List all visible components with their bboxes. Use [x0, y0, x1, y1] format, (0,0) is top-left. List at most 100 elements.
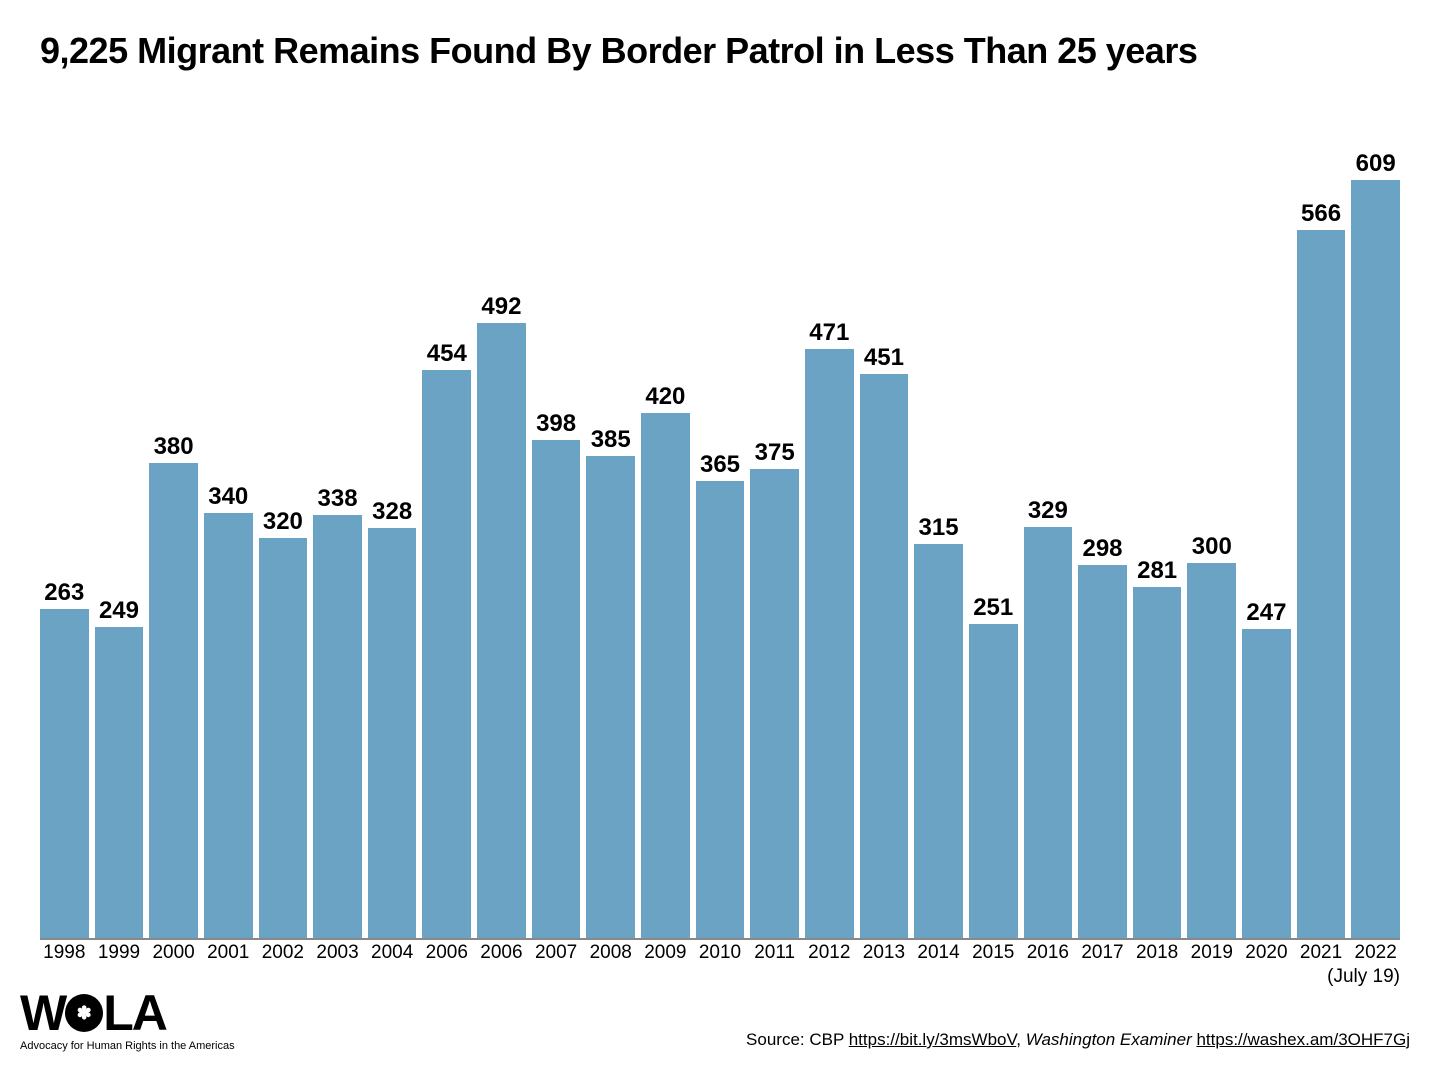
- bar: [969, 624, 1018, 938]
- bar-value-label: 263: [44, 579, 84, 607]
- bar-wrap: 566: [1297, 150, 1346, 938]
- bar-wrap: 300: [1187, 150, 1236, 938]
- bar: [313, 515, 362, 938]
- bar: [586, 456, 635, 938]
- bar: [95, 627, 144, 938]
- x-axis-label: 2018: [1133, 942, 1182, 964]
- chart-title: 9,225 Migrant Remains Found By Border Pa…: [40, 30, 1400, 72]
- x-axis-label: 2000: [149, 942, 198, 964]
- source-italic: Washington Examiner: [1026, 1030, 1192, 1049]
- logo-letters-la: LA: [103, 988, 166, 1038]
- bar: [368, 528, 417, 938]
- x-axis-label: 2003: [313, 942, 362, 964]
- bar-wrap: 420: [641, 150, 690, 938]
- bar: [641, 413, 690, 938]
- bar-wrap: 249: [95, 150, 144, 938]
- bar-wrap: 375: [750, 150, 799, 938]
- bar: [477, 323, 526, 938]
- x-axis-label: 2006: [477, 942, 526, 964]
- x-axis-label: 2021: [1297, 942, 1346, 964]
- bar-value-label: 281: [1137, 557, 1177, 585]
- bar: [1242, 629, 1291, 938]
- x-axis-label: 2006: [422, 942, 471, 964]
- logo-tagline: Advocacy for Human Rights in the America…: [20, 1040, 235, 1052]
- x-axis-label: 2013: [860, 942, 909, 964]
- bar-value-label: 328: [372, 498, 412, 526]
- x-axis-label: 2012: [805, 942, 854, 964]
- bar-wrap: 471: [805, 150, 854, 938]
- bar-value-label: 398: [536, 410, 576, 438]
- bar-value-label: 247: [1246, 599, 1286, 627]
- bar-wrap: 263: [40, 150, 89, 938]
- bar-value-label: 365: [700, 451, 740, 479]
- bar-value-label: 251: [973, 594, 1013, 622]
- bar-wrap: 451: [860, 150, 909, 938]
- logo-globe-icon: ✽: [65, 994, 103, 1032]
- logo-globe-inner: ✽: [77, 1003, 92, 1024]
- bar-wrap: 385: [586, 150, 635, 938]
- bar-wrap: 454: [422, 150, 471, 938]
- x-axis-label: 2004: [368, 942, 417, 964]
- bar-value-label: 315: [919, 514, 959, 542]
- x-axis-label: 2017: [1078, 942, 1127, 964]
- source-line: Source: CBP https://bit.ly/3msWboV, Wash…: [746, 1030, 1410, 1050]
- bar: [1024, 527, 1073, 939]
- bar-wrap: 251: [969, 150, 1018, 938]
- x-axis-label: 2009: [641, 942, 690, 964]
- page: 9,225 Migrant Remains Found By Border Pa…: [0, 0, 1440, 1080]
- source-link-1[interactable]: https://bit.ly/3msWboV: [849, 1030, 1017, 1049]
- x-axis-label: 2022: [1351, 942, 1400, 964]
- x-axis-label: 2016: [1024, 942, 1073, 964]
- x-axis-label: 1998: [40, 942, 89, 964]
- bar-wrap: 380: [149, 150, 198, 938]
- bar-value-label: 566: [1301, 200, 1341, 228]
- x-axis-label: 2001: [204, 942, 253, 964]
- bar: [1187, 563, 1236, 938]
- bar-value-label: 492: [481, 293, 521, 321]
- bar-value-label: 609: [1356, 150, 1396, 178]
- bar: [914, 544, 963, 938]
- bar-value-label: 420: [645, 383, 685, 411]
- bar-wrap: 340: [204, 150, 253, 938]
- bar-value-label: 249: [99, 597, 139, 625]
- bar-value-label: 471: [809, 319, 849, 347]
- bar-wrap: 329: [1024, 150, 1073, 938]
- bar-wrap: 315: [914, 150, 963, 938]
- bar: [1351, 180, 1400, 938]
- bar-wrap: 247: [1242, 150, 1291, 938]
- bar: [259, 538, 308, 938]
- bar: [1297, 230, 1346, 938]
- x-axis-note: (July 19): [1327, 966, 1400, 988]
- x-axis-labels: 1998199920002001200220032004200620062007…: [40, 942, 1400, 964]
- bar-value-label: 338: [318, 485, 358, 513]
- bar-wrap: 298: [1078, 150, 1127, 938]
- bar: [532, 440, 581, 938]
- source-sep: ,: [1016, 1030, 1025, 1049]
- x-axis-label: 2020: [1242, 942, 1291, 964]
- bar-value-label: 298: [1082, 535, 1122, 563]
- bars-container: 263 249 380 340 320 338 328 454 492 398 385 420 365 3…: [40, 150, 1400, 938]
- bar-value-label: 385: [591, 426, 631, 454]
- bar-value-label: 320: [263, 508, 303, 536]
- bar: [1078, 565, 1127, 938]
- bar-wrap: 609: [1351, 150, 1400, 938]
- x-axis-label: 2011: [750, 942, 799, 964]
- bar-wrap: 328: [368, 150, 417, 938]
- bar-value-label: 380: [154, 433, 194, 461]
- bar: [696, 481, 745, 938]
- bar-wrap: 398: [532, 150, 581, 938]
- bar-value-label: 375: [755, 439, 795, 467]
- x-axis-label: 1999: [95, 942, 144, 964]
- x-axis-label: 2015: [969, 942, 1018, 964]
- bar: [422, 370, 471, 938]
- x-axis-label: 2002: [259, 942, 308, 964]
- x-axis-label: 2008: [586, 942, 635, 964]
- bar-value-label: 451: [864, 344, 904, 372]
- x-axis-label: 2014: [914, 942, 963, 964]
- logo-main: W ✽ LA: [20, 988, 166, 1038]
- bar-chart: 263 249 380 340 320 338 328 454 492 398 385 420 365 3…: [40, 150, 1400, 940]
- bar-wrap: 281: [1133, 150, 1182, 938]
- bar: [805, 349, 854, 938]
- source-link-2[interactable]: https://washex.am/3OHF7Gj: [1196, 1030, 1410, 1049]
- bar: [1133, 587, 1182, 938]
